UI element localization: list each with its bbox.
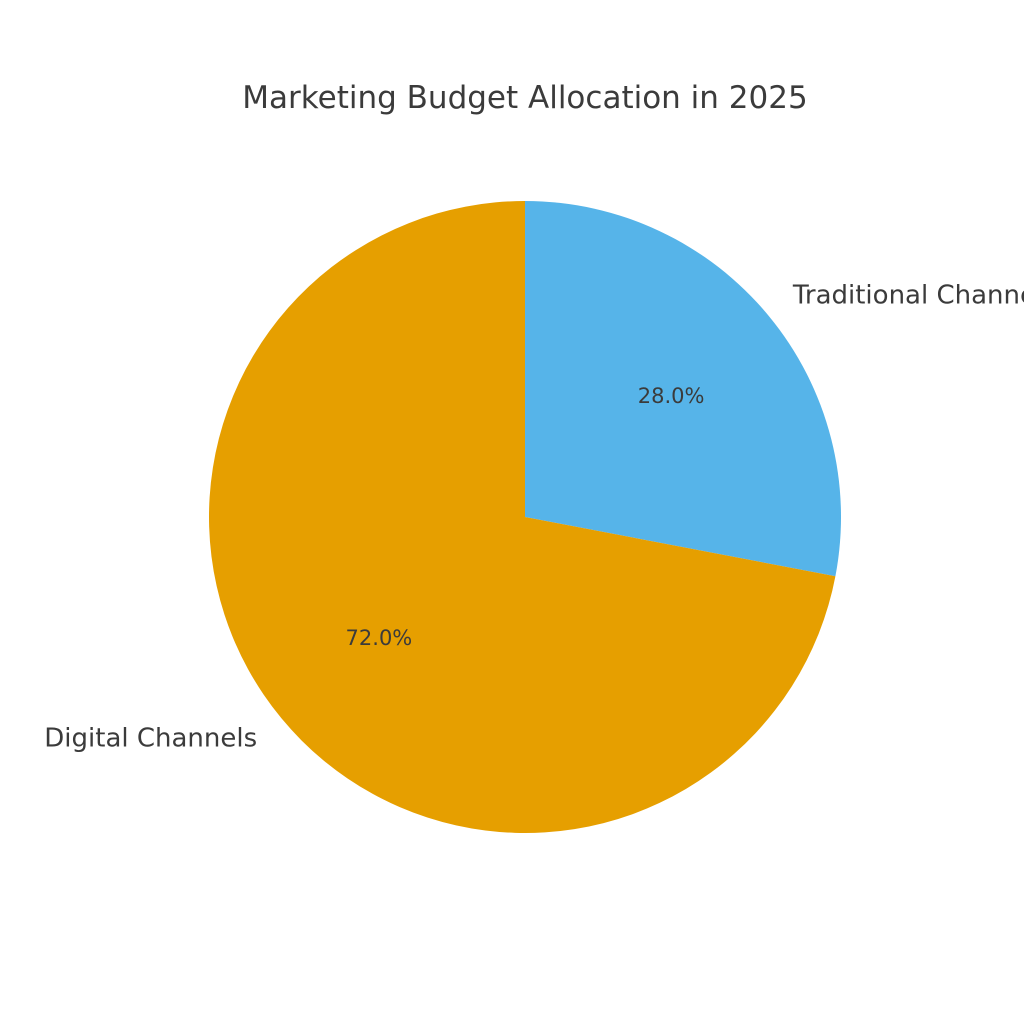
pie-slice-0 — [525, 201, 841, 577]
chart-title: Marketing Budget Allocation in 2025 — [242, 80, 807, 116]
pie-category-label-0: Traditional Channels — [792, 280, 1024, 310]
pie-labels: 28.0% Traditional Channels 72.0% Digital Ch… — [44, 280, 1024, 753]
pie-pct-label-0: 28.0% — [638, 384, 705, 408]
pie-pct-label-1: 72.0% — [346, 626, 413, 650]
pie-slices — [208, 201, 841, 833]
pie-category-label-1: Digital Channels — [44, 724, 257, 754]
pie-slice-1 — [208, 201, 836, 833]
